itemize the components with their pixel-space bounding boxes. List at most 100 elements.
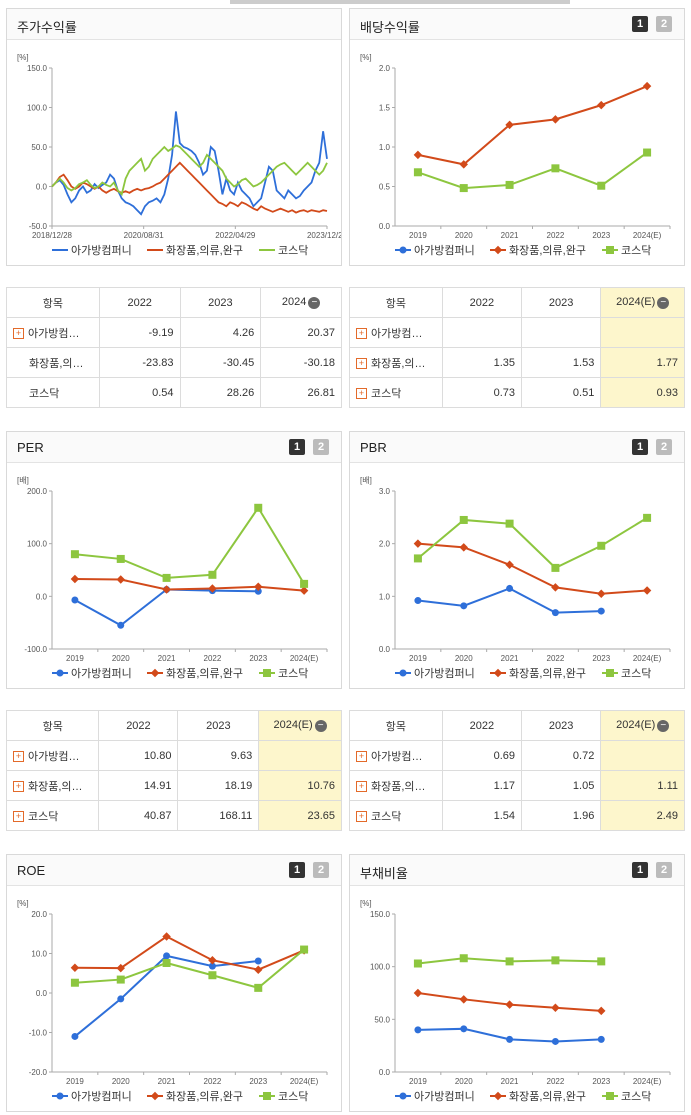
expand-plus-icon[interactable]: + [356,781,367,793]
y-tick-label: 2.0 [379,64,391,73]
column-header-label: 2024(E) [273,719,313,732]
data-point [413,539,423,548]
legend-label: 코스닥 [278,244,308,257]
panel-header: PBR 1 2 [350,432,684,463]
value-cell: 1.96 [521,800,602,831]
table-header-row: 항목 2022 2023 2024(E) − [349,710,685,741]
row-name-cell[interactable]: + 아가방컴… [5,740,100,771]
expand-plus-icon[interactable]: + [356,811,367,823]
expand-plus-icon[interactable]: + [13,328,24,340]
y-tick-label: 0.0 [36,183,48,192]
expand-plus-icon[interactable]: + [13,781,24,793]
legend-label: 화장품,의류,완구 [166,244,243,257]
y-tick-label: 50.0 [374,1015,390,1024]
legend-label: 아가방컴퍼니 [414,1090,475,1103]
row-name-cell[interactable]: + 코스닥 [5,800,100,831]
table-header-row: 항목 2022 2023 2024(E) − [5,710,342,741]
row-name-label: 화장품,의… [371,357,426,370]
collapse-column-icon[interactable]: − [308,296,321,309]
page-2-button[interactable]: 2 [656,862,672,878]
collapse-column-icon[interactable]: − [657,719,670,732]
series-line [51,111,328,216]
page-1-button[interactable]: 1 [632,439,648,455]
page-1-button[interactable]: 1 [289,862,305,878]
value-cell: 2.49 [600,800,685,831]
data-point [117,621,125,629]
data-point [254,503,263,512]
row-name-cell[interactable]: + 아가방컴… [349,317,443,348]
x-tick-label: 2019 [409,1077,427,1086]
dividend-yield-panel: 배당수익률 1 2 [%] 2.0 1.5 1.0 0.5 0.0 2019 2020 2021… [349,8,685,266]
data-point [551,583,560,592]
unit-label: [배] [360,476,372,485]
data-point [505,120,514,130]
row-name-cell[interactable]: + 화장품,의… [349,770,443,801]
data-point [116,975,125,984]
y-tick-label: 150.0 [27,64,48,73]
page-1-button[interactable]: 1 [632,16,648,32]
column-header: 2024(E) − [600,287,685,318]
data-point [642,81,652,91]
data-point [505,560,514,569]
data-point [460,602,468,610]
data-point [551,563,560,572]
row-name-cell[interactable]: + 아가방컴… [6,317,100,348]
x-tick-label: 2019 [66,654,84,663]
data-point [300,945,309,954]
value-cell: 0.51 [521,377,602,408]
legend-marker [493,245,503,255]
column-header: 항목 [5,710,100,741]
table-row: + 아가방컴… 10.80 9.63 [5,740,342,771]
page-1-button[interactable]: 1 [289,439,305,455]
expand-plus-icon[interactable]: + [356,751,367,763]
row-name-cell[interactable]: + 코스닥 [349,377,443,408]
expand-plus-icon[interactable]: + [13,811,24,823]
y-tick-label: 3.0 [379,487,391,496]
legend-label: 코스닥 [621,667,651,680]
row-name-cell: 코스닥 [6,377,100,408]
page-2-button[interactable]: 2 [656,439,672,455]
page-1-button[interactable]: 1 [632,862,648,878]
table-row: 코스닥 0.54 28.26 26.81 [6,377,342,408]
unit-label: [%] [360,53,372,62]
column-header: 2022 [441,710,523,741]
data-point [460,1025,468,1033]
x-tick-label: 2020 [455,654,473,663]
panel-title: 배당수익률 [360,20,420,35]
column-header: 항목 [6,287,100,318]
data-point [162,573,171,582]
row-name-cell[interactable]: + 화장품,의… [349,347,443,378]
page-2-button[interactable]: 2 [656,16,672,32]
data-point [162,585,171,594]
column-header-label: 2022 [127,296,152,309]
column-header-label: 2023 [206,719,231,732]
row-name-cell[interactable]: + 화장품,의… [5,770,100,801]
collapse-column-icon[interactable]: − [657,296,670,309]
y-tick-label: -50.0 [29,222,48,231]
page-2-button[interactable]: 2 [313,862,329,878]
pbr-panel: PBR 1 2 [배] 3.0 2.0 1.0 0.0 2019 2020 2021 2022 2… [349,431,685,689]
panel-header: 주가수익률 [7,9,341,40]
data-point [254,965,263,974]
expand-plus-icon[interactable]: + [13,751,24,763]
data-point [505,180,514,189]
expand-plus-icon[interactable]: + [356,388,367,400]
expand-plus-icon[interactable]: + [356,358,367,370]
collapse-column-icon[interactable]: − [314,719,327,732]
expand-plus-icon[interactable]: + [356,328,367,340]
table-row: + 화장품,의… 1.35 1.53 1.77 [349,347,685,378]
row-name-cell[interactable]: + 아가방컴… [349,740,443,771]
row-name-cell[interactable]: + 코스닥 [349,800,443,831]
panel-title: 주가수익률 [17,20,77,35]
table-row: 화장품,의… -23.83 -30.45 -30.18 [6,347,342,378]
y-tick-label: 100.0 [27,104,48,113]
panel-title: ROE [17,863,46,878]
data-point [551,1037,559,1045]
column-header-label: 2024(E) [616,296,656,309]
table-row: + 코스닥 0.73 0.51 0.93 [349,377,685,408]
value-cell: 0.93 [600,377,685,408]
x-tick-label: 2022 [547,1077,565,1086]
legend-marker [606,1092,614,1100]
page-2-button[interactable]: 2 [313,439,329,455]
data-point [506,1035,514,1043]
